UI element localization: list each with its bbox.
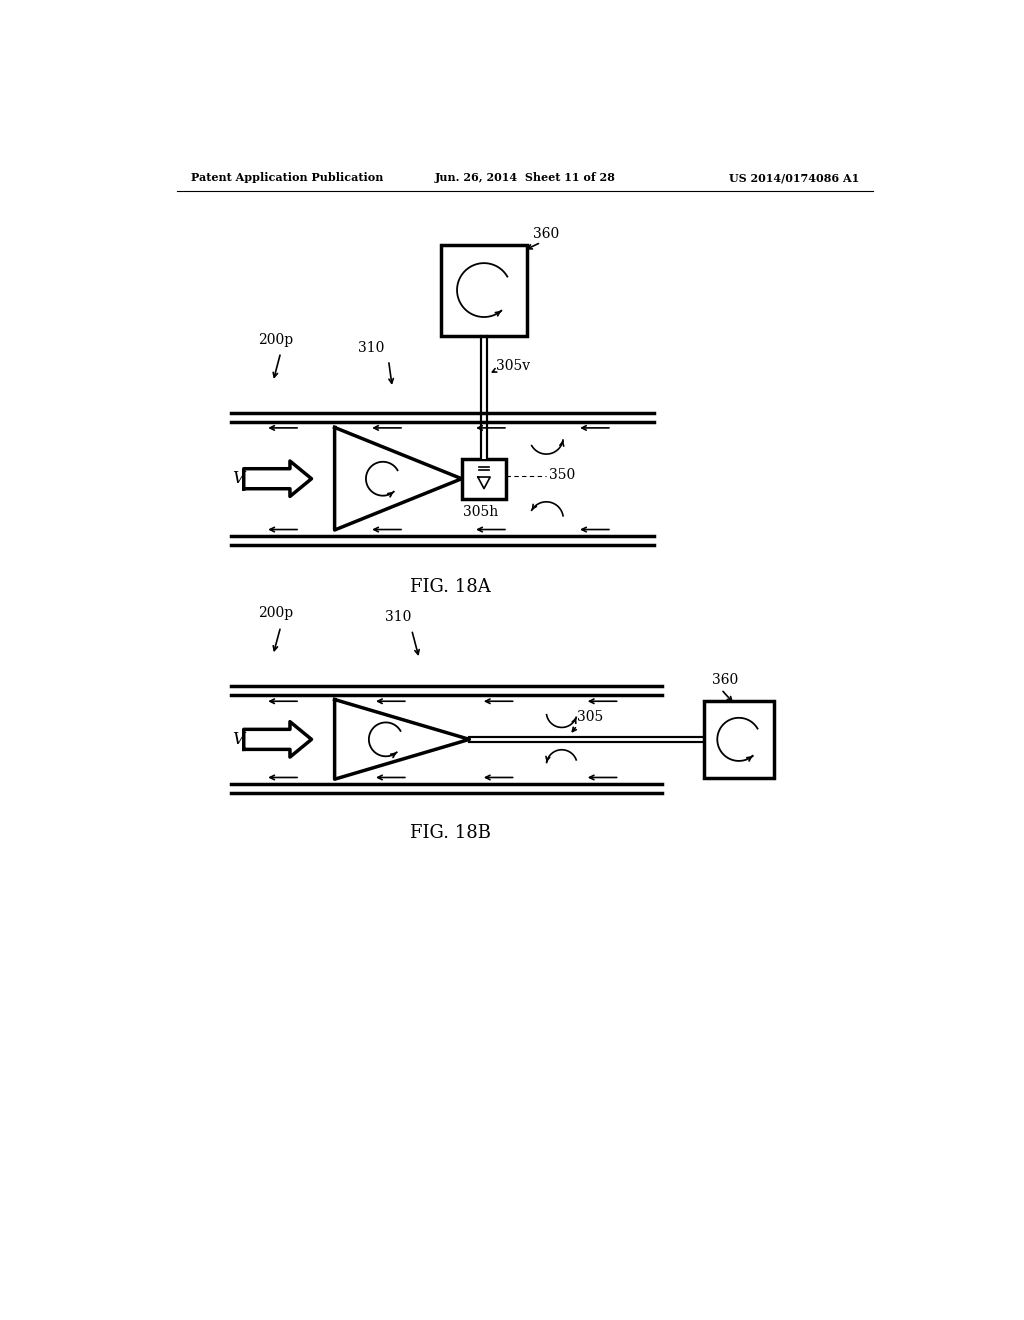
Bar <box>441 244 527 335</box>
Text: 200p: 200p <box>258 606 293 620</box>
Bar <box>481 335 486 459</box>
Text: FIG. 18B: FIG. 18B <box>410 825 490 842</box>
Text: V: V <box>232 731 245 748</box>
Text: 310: 310 <box>385 610 411 624</box>
Text: US 2014/0174086 A1: US 2014/0174086 A1 <box>729 172 859 183</box>
Text: 350: 350 <box>549 467 574 482</box>
Bar <box>469 737 705 742</box>
Text: 305v: 305v <box>497 359 530 374</box>
Text: Jun. 26, 2014  Sheet 11 of 28: Jun. 26, 2014 Sheet 11 of 28 <box>434 172 615 183</box>
Text: 305: 305 <box>578 710 603 723</box>
Text: Patent Application Publication: Patent Application Publication <box>190 172 383 183</box>
Text: 310: 310 <box>357 341 384 355</box>
Bar <box>705 701 773 777</box>
Text: 360: 360 <box>534 227 559 240</box>
Text: 200p: 200p <box>258 333 293 347</box>
Text: FIG. 18A: FIG. 18A <box>410 578 490 597</box>
Text: 305h: 305h <box>463 506 498 519</box>
Bar <box>462 459 506 499</box>
Text: 360: 360 <box>712 673 738 686</box>
Text: V: V <box>232 470 245 487</box>
